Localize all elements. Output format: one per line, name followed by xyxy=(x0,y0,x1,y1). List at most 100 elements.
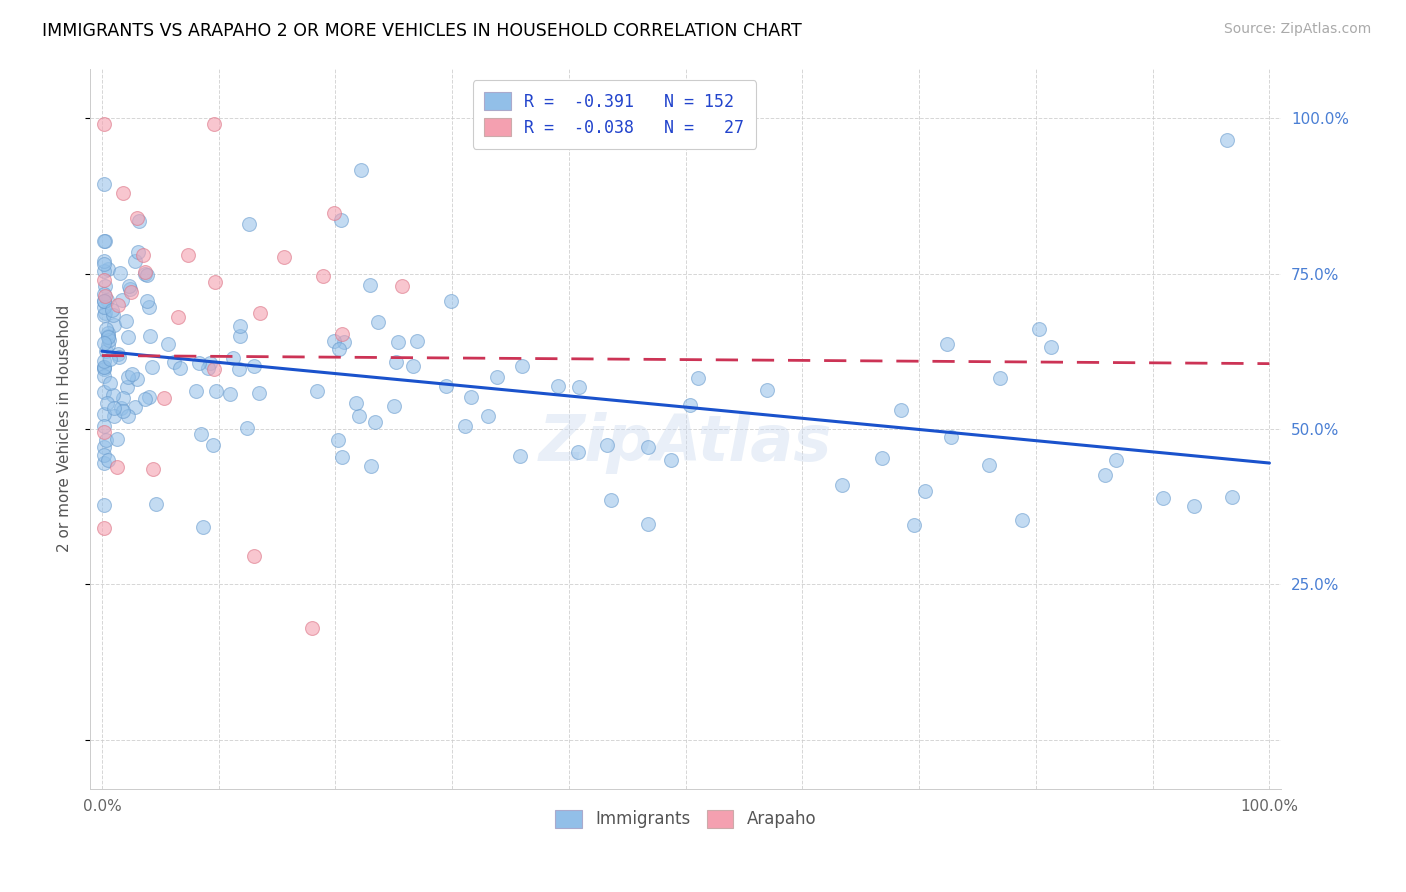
Point xyxy=(936,336,959,351)
Point xyxy=(486,369,509,384)
Legend: Immigrants, Arapaho: Immigrants, Arapaho xyxy=(548,803,823,835)
Point xyxy=(385,355,408,369)
Point xyxy=(93,369,115,384)
Point xyxy=(870,450,893,465)
Point xyxy=(138,390,160,404)
Text: Source: ZipAtlas.com: Source: ZipAtlas.com xyxy=(1223,22,1371,37)
Point xyxy=(328,433,350,447)
Point xyxy=(637,440,659,454)
Point xyxy=(169,360,191,375)
Point xyxy=(94,344,117,359)
Point xyxy=(204,275,226,289)
Point xyxy=(111,293,134,307)
Point xyxy=(1216,133,1239,147)
Point xyxy=(333,335,356,350)
Point xyxy=(301,621,323,635)
Point xyxy=(197,360,219,375)
Point xyxy=(222,351,245,365)
Point xyxy=(454,419,477,434)
Point xyxy=(101,388,124,402)
Point xyxy=(98,352,121,367)
Point xyxy=(988,371,1011,385)
Point xyxy=(312,268,335,283)
Point xyxy=(359,277,381,292)
Point xyxy=(93,362,115,376)
Point xyxy=(688,371,710,385)
Point xyxy=(939,430,962,444)
Point xyxy=(190,426,212,441)
Point xyxy=(96,328,118,343)
Point xyxy=(93,440,115,454)
Point xyxy=(328,342,350,356)
Point xyxy=(118,278,141,293)
Point xyxy=(145,497,167,511)
Point xyxy=(405,334,427,349)
Point xyxy=(96,322,118,336)
Point xyxy=(111,186,134,200)
Point xyxy=(322,206,344,220)
Point xyxy=(93,336,115,351)
Point xyxy=(219,387,242,401)
Point xyxy=(107,432,129,446)
Point xyxy=(236,420,259,434)
Point xyxy=(93,118,115,132)
Point xyxy=(128,214,150,228)
Point xyxy=(96,433,118,447)
Point xyxy=(93,407,115,421)
Point xyxy=(103,318,125,332)
Point xyxy=(93,360,115,375)
Point xyxy=(201,438,224,452)
Point xyxy=(101,302,124,317)
Point xyxy=(1104,453,1126,467)
Point xyxy=(98,376,121,390)
Point xyxy=(249,306,271,320)
Point xyxy=(1040,340,1063,354)
Point xyxy=(229,329,252,343)
Point xyxy=(93,360,115,375)
Point xyxy=(568,380,591,394)
Point xyxy=(121,367,143,381)
Point xyxy=(134,392,156,406)
Point xyxy=(97,326,120,341)
Point xyxy=(107,298,129,312)
Point xyxy=(125,211,148,225)
Point xyxy=(364,415,387,429)
Point xyxy=(94,306,117,320)
Point xyxy=(509,449,531,463)
Point xyxy=(600,493,623,508)
Point xyxy=(127,245,149,260)
Point xyxy=(460,390,482,404)
Point xyxy=(1011,513,1033,527)
Point xyxy=(329,213,352,227)
Point xyxy=(382,399,405,413)
Point xyxy=(117,409,139,423)
Point xyxy=(402,359,425,374)
Point xyxy=(93,286,115,301)
Point xyxy=(307,384,329,398)
Point xyxy=(93,498,115,512)
Point xyxy=(205,384,228,398)
Point xyxy=(107,459,129,474)
Point xyxy=(831,478,853,492)
Point xyxy=(330,327,353,342)
Point xyxy=(93,177,115,191)
Point xyxy=(93,456,115,470)
Point xyxy=(94,279,117,293)
Point xyxy=(187,355,209,369)
Point xyxy=(111,392,134,406)
Point xyxy=(93,419,115,434)
Point xyxy=(193,520,215,534)
Point xyxy=(110,401,132,416)
Point xyxy=(103,409,125,423)
Point xyxy=(97,262,120,277)
Point xyxy=(97,330,120,344)
Point xyxy=(103,401,125,415)
Point xyxy=(115,380,138,394)
Point xyxy=(108,267,131,281)
Point xyxy=(115,313,138,327)
Point xyxy=(977,458,1000,473)
Point xyxy=(132,248,155,262)
Point xyxy=(1028,321,1050,335)
Point xyxy=(94,234,117,248)
Point xyxy=(93,264,115,278)
